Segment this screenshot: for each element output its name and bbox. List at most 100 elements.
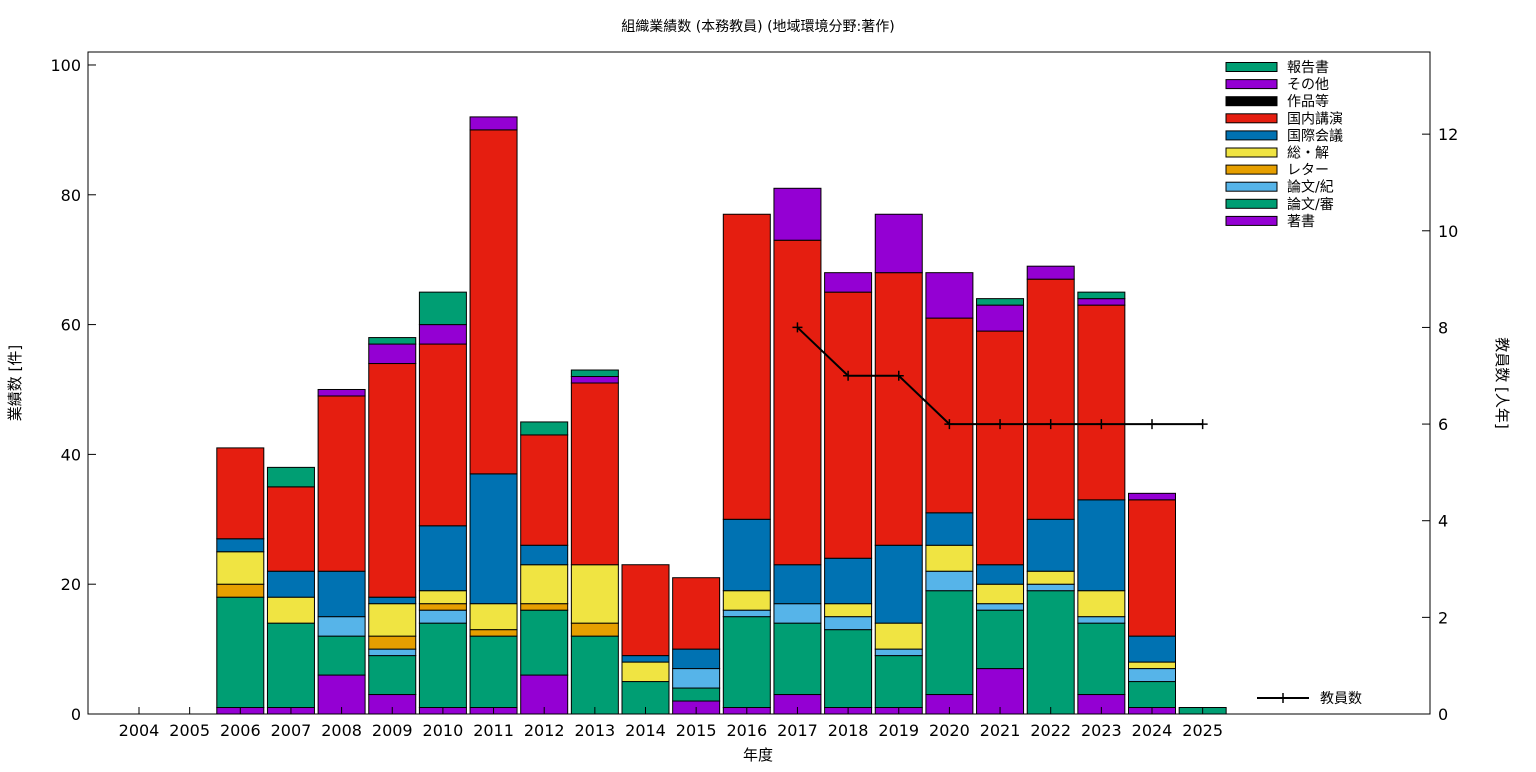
x-tick-label: 2025 [1182,721,1223,740]
x-tick-label: 2010 [423,721,464,740]
y-tick-label: 80 [61,186,81,205]
bar-segment-2019-1 [874,655,923,709]
y2-tick-label: 10 [1438,222,1458,241]
bar-segment-2010-4 [418,590,467,605]
bar-segment-2010-1 [418,622,467,709]
x-tick-label: 2016 [726,721,767,740]
y-tick-label: 20 [61,575,81,594]
bar-segment-2021-1 [976,609,1025,670]
bar-segment-2021-6 [976,330,1025,566]
bar-segment-2020-4 [925,544,974,572]
y2-tick-label: 0 [1438,705,1448,724]
bar-segment-2015-1 [672,687,721,702]
legend-swatch-5 [1225,147,1278,158]
x-axis-label: 年度 [743,746,773,764]
bar-segment-2008-8 [317,388,366,397]
bar-segment-2010-6 [418,343,467,527]
bar-segment-2007-4 [266,596,315,624]
x-tick-label: 2020 [929,721,970,740]
bar-segment-2008-1 [317,635,366,676]
x-tick-label: 2019 [878,721,919,740]
bar-segment-2013-6 [570,382,619,566]
bar-segment-2020-6 [925,317,974,514]
bar-segment-2022-1 [1026,590,1075,715]
bar-segment-2012-6 [520,434,569,546]
line-point [1197,419,1208,430]
bar-segment-2022-6 [1026,278,1075,520]
bar-segment-2020-5 [925,512,974,546]
x-tick-label: 2023 [1081,721,1122,740]
line-point [792,322,803,333]
x-tick-label: 2018 [828,721,869,740]
x-tick-label: 2014 [625,721,666,740]
y2-axis-label: 教員数 [人年] [1493,337,1511,428]
line-point [893,370,904,381]
bar-segment-2012-5 [520,544,569,566]
bar-segment-2016-2 [722,609,771,618]
bar-segment-2015-5 [672,648,721,670]
bar-segment-2021-2 [976,603,1025,611]
bars-layer [216,116,1227,715]
x-tick-label: 2009 [372,721,413,740]
bar-segment-2013-9 [570,369,619,378]
bar-segment-2009-6 [368,363,417,598]
bar-segment-2016-6 [722,213,771,520]
bar-segment-2022-8 [1026,265,1075,280]
bar-segment-2013-4 [570,564,619,624]
x-tick-label: 2012 [524,721,565,740]
bar-segment-2013-8 [570,376,619,384]
y-axis-label: 業績数 [件] [6,345,24,421]
y-tick-label: 100 [50,56,81,75]
legend-label-4: 国際会議 [1287,127,1343,144]
x-tick-label: 2008 [321,721,362,740]
x-tick-label: 2006 [220,721,261,740]
bar-segment-2009-8 [368,343,417,365]
bar-segment-2008-5 [317,570,366,618]
bar-segment-2012-3 [520,603,569,611]
bar-segment-2007-1 [266,622,315,709]
bar-segment-2024-8 [1128,492,1176,501]
bar-segment-2023-4 [1077,590,1126,618]
legend-label-1: その他 [1287,77,1329,93]
bar-segment-2010-2 [418,609,467,624]
axes-layer: 0 20 40 60 80 100 0 2 4 6 8 10 12 2004 2005 2006 2007 200… [50,56,1458,740]
line-point [1045,419,1056,430]
bar-segment-2019-2 [874,648,923,657]
bar-segment-2023-6 [1077,304,1126,501]
legend-label-line: 教員数 [1320,691,1362,707]
bar-segment-2006-6 [216,447,265,540]
legend-label-5: 総・解 [1287,146,1329,162]
y2-tick-label: 2 [1438,608,1448,627]
bar-segment-2023-8 [1077,298,1126,306]
legend-swatch-8 [1225,198,1278,209]
bar-segment-2009-4 [368,603,417,637]
bar-segment-2024-4 [1128,661,1176,670]
bar-segment-2009-5 [368,596,417,605]
bar-segment-2017-6 [773,239,822,566]
bar-segment-2024-2 [1128,668,1176,683]
bar-segment-2012-4 [520,564,569,605]
x-tick-label: 2024 [1132,721,1173,740]
bar-segment-2006-1 [216,596,265,709]
x-tick-label: 2015 [676,721,717,740]
x-tick-label: 2011 [473,721,514,740]
bar-segment-2011-3 [469,629,518,637]
bar-segment-2018-1 [824,629,873,709]
bar-segment-2011-1 [469,635,518,709]
bar-segment-2010-9 [418,291,467,326]
bar-segment-2016-5 [722,518,771,592]
x-tick-label: 2022 [1030,721,1071,740]
bar-segment-2013-1 [570,635,619,715]
bar-segment-2008-6 [317,395,366,572]
bar-segment-2022-2 [1026,583,1075,592]
bar-segment-2018-8 [824,272,873,293]
y2-tick-label: 6 [1438,415,1448,434]
bar-segment-2017-5 [773,564,822,605]
bar-segment-2019-6 [874,272,923,546]
legend-swatch-2 [1225,96,1278,107]
bar-segment-2007-5 [266,570,315,598]
x-tick-label: 2004 [119,721,160,740]
bar-segment-2017-1 [773,622,822,696]
bar-segment-2011-5 [469,473,518,605]
